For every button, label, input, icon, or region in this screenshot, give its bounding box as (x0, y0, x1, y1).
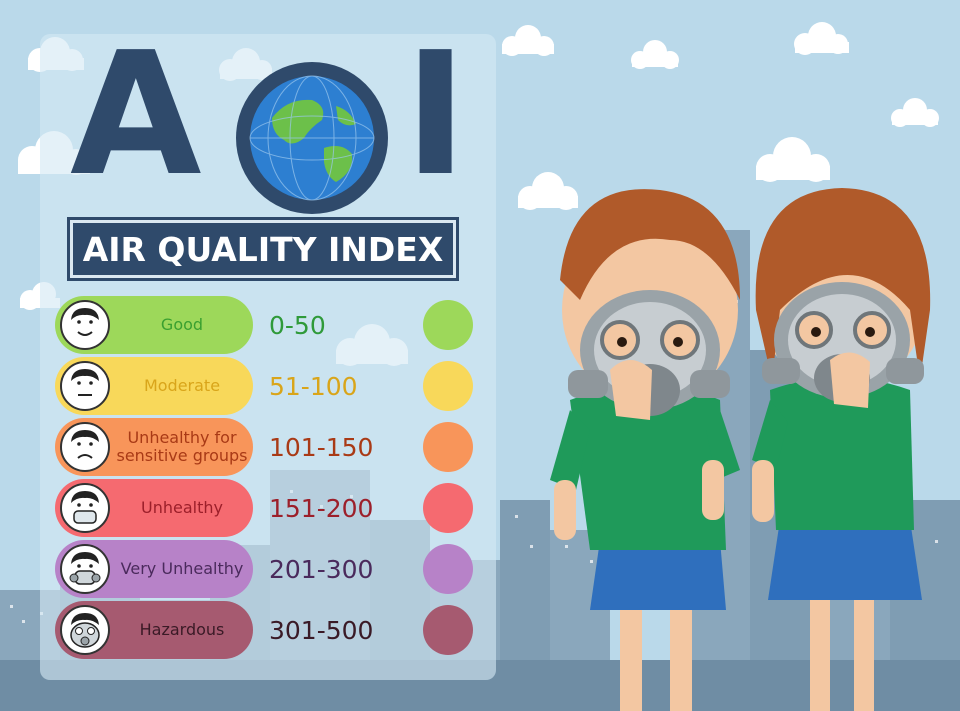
color-swatch-dot (423, 300, 473, 350)
face-smile-icon (60, 300, 110, 350)
aqi-level-label: Very Unhealthy (120, 559, 244, 578)
face-gasmask-icon (60, 605, 110, 655)
aqi-level-label: Good (160, 315, 204, 334)
aqi-level-row: Unhealthy for sensitive groups 101-150 (55, 418, 475, 476)
cloud (631, 40, 679, 69)
kids-with-gas-masks-illustration (550, 188, 931, 711)
boy-figure (550, 189, 740, 711)
color-swatch-dot (423, 361, 473, 411)
face-frown-icon (60, 422, 110, 472)
face-mask-icon (60, 483, 110, 533)
logo-letter-i: I (404, 16, 467, 214)
aqi-range-value: 301-500 (269, 615, 374, 645)
face-neutral-icon (60, 361, 110, 411)
aqi-level-label: Moderate (143, 376, 221, 395)
cloud (756, 137, 830, 182)
aqi-range-value: 51-100 (269, 371, 358, 401)
subtitle-banner: AIR QUALITY INDEX (70, 220, 456, 278)
aqi-level-label: Hazardous (139, 620, 225, 639)
cloud (502, 25, 554, 56)
aqi-range-value: 201-300 (269, 554, 374, 584)
subtitle-text: AIR QUALITY INDEX (82, 229, 444, 269)
color-swatch-dot (423, 544, 473, 594)
aqi-level-label: Unhealthy for sensitive groups (116, 428, 248, 465)
aqi-level-pill: Good (55, 296, 253, 354)
aqi-level-row: Unhealthy 151-200 (55, 479, 475, 537)
aqi-level-pill: Unhealthy for sensitive groups (55, 418, 253, 476)
girl-figure (752, 188, 931, 711)
aqi-level-row: Hazardous 301-500 (55, 601, 475, 659)
aqi-level-pill: Moderate (55, 357, 253, 415)
aqi-level-row: Very Unhealthy 201-300 (55, 540, 475, 598)
aqi-level-pill: Hazardous (55, 601, 253, 659)
color-swatch-dot (423, 605, 473, 655)
aqi-level-row: Moderate 51-100 (55, 357, 475, 415)
cloud (794, 22, 849, 55)
aqi-range-value: 0-50 (269, 310, 326, 340)
logo-letter-a: A (70, 16, 202, 214)
color-swatch-dot (423, 483, 473, 533)
face-respirator-icon (60, 544, 110, 594)
aqi-level-pill: Very Unhealthy (55, 540, 253, 598)
aqi-level-label: Unhealthy (141, 498, 223, 517)
aqi-level-row: Good 0-50 (55, 296, 475, 354)
aqi-level-pill: Unhealthy (55, 479, 253, 537)
cloud (891, 98, 939, 127)
aqi-range-value: 101-150 (269, 432, 374, 462)
color-swatch-dot (423, 422, 473, 472)
aqi-range-value: 151-200 (269, 493, 374, 523)
cloud (518, 172, 578, 210)
globe-icon (236, 62, 388, 214)
